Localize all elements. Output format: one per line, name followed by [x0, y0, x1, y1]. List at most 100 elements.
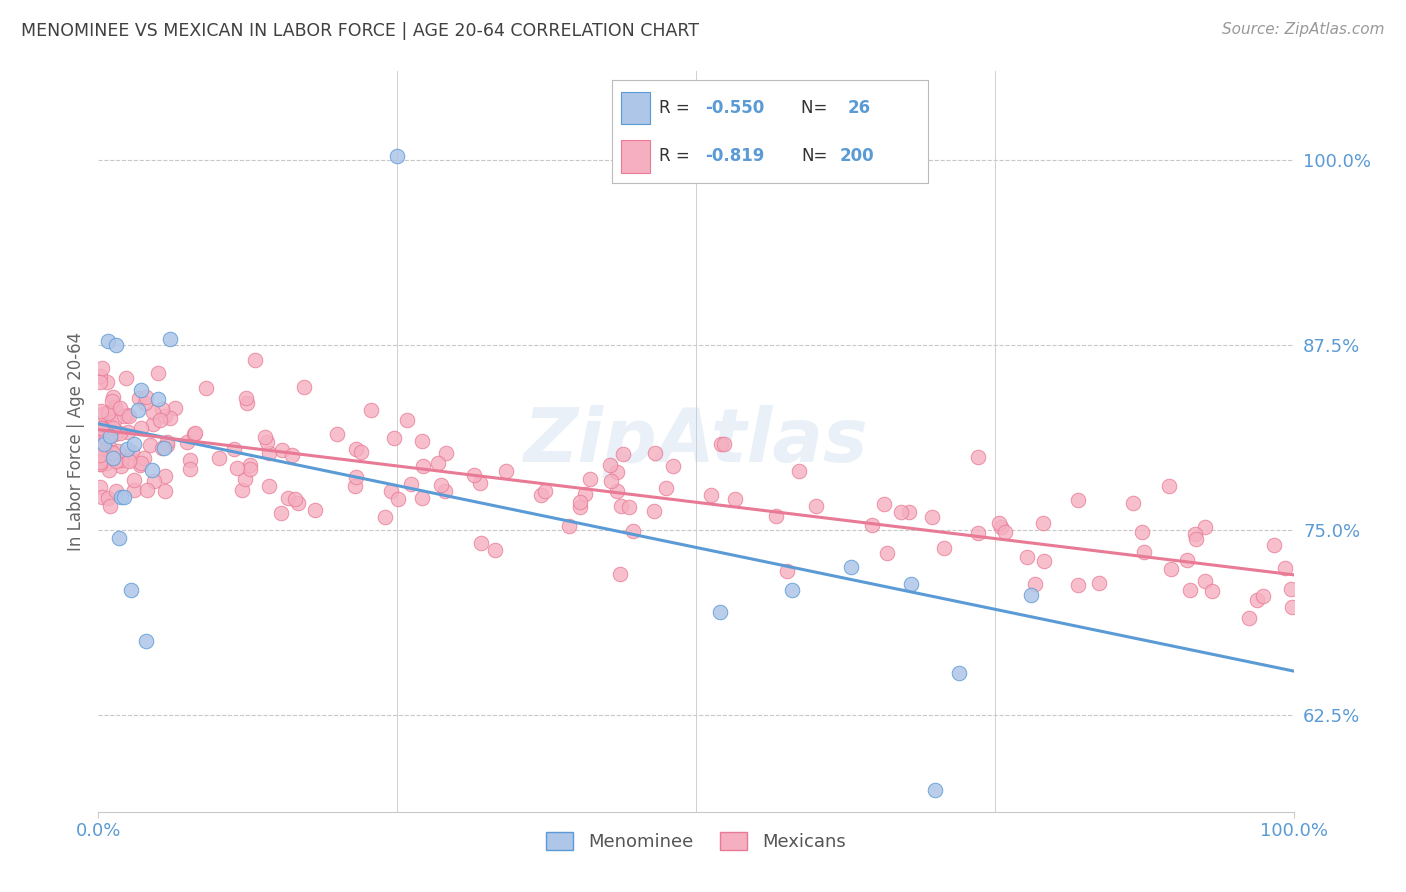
Point: [360, 402, 382, 417]
Point: [93, 432, 115, 446]
Point: [256, 434, 278, 449]
Point: [568, 494, 591, 508]
Point: [104, 401, 127, 416]
Point: [344, 478, 367, 492]
Point: [105, 338, 128, 352]
Point: [606, 465, 628, 479]
Point: [131, 383, 153, 397]
Legend: Menominee, Mexicans: Menominee, Mexicans: [538, 824, 853, 858]
Point: [110, 490, 132, 504]
Point: [90, 429, 112, 443]
Point: [775, 564, 797, 578]
Point: [101, 421, 124, 435]
Point: [1178, 583, 1201, 598]
Point: [101, 450, 124, 465]
Point: [876, 546, 898, 560]
Point: [124, 436, 146, 450]
Text: N=: N=: [801, 147, 828, 165]
Point: [104, 426, 127, 441]
Point: [557, 519, 579, 533]
Point: [495, 464, 517, 478]
Point: [146, 366, 169, 380]
Point: [346, 470, 368, 484]
Point: [97, 491, 120, 506]
Point: [117, 425, 139, 439]
Point: [108, 425, 131, 440]
Point: [183, 427, 205, 442]
Point: [105, 483, 128, 498]
Point: [127, 402, 149, 417]
Text: N=: N=: [801, 99, 832, 117]
Point: [243, 353, 266, 368]
Point: [101, 390, 124, 404]
Point: [387, 491, 409, 506]
Point: [1019, 588, 1042, 602]
Point: [179, 452, 201, 467]
Point: [374, 509, 396, 524]
Text: -0.550: -0.550: [704, 99, 765, 117]
Text: ZipAtlas: ZipAtlas: [523, 405, 869, 478]
Point: [103, 415, 125, 429]
Point: [412, 459, 434, 474]
Point: [643, 503, 665, 517]
Point: [148, 392, 170, 406]
Text: R =: R =: [659, 147, 695, 165]
Point: [284, 492, 307, 507]
Point: [89, 375, 111, 389]
Point: [233, 472, 256, 486]
Point: [128, 391, 150, 405]
Point: [142, 405, 165, 419]
Point: [97, 412, 120, 426]
Point: [112, 490, 135, 504]
Point: [253, 430, 276, 444]
Point: [110, 452, 132, 467]
Point: [155, 469, 177, 483]
Point: [118, 409, 141, 423]
Text: R =: R =: [659, 99, 695, 117]
Point: [292, 380, 315, 394]
Point: [122, 473, 145, 487]
Point: [120, 582, 142, 597]
Point: [900, 577, 922, 591]
Point: [787, 464, 810, 478]
Point: [226, 460, 249, 475]
Point: [1263, 538, 1285, 552]
Point: [967, 525, 990, 540]
Point: [239, 462, 262, 476]
Point: [150, 441, 173, 455]
Point: [1194, 574, 1216, 588]
Point: [124, 483, 146, 497]
Point: [700, 488, 723, 502]
Point: [115, 442, 138, 456]
Point: [710, 437, 733, 451]
Point: [713, 437, 735, 451]
Point: [326, 426, 349, 441]
Point: [1015, 550, 1038, 565]
Point: [599, 458, 621, 472]
Point: [90, 360, 112, 375]
Point: [411, 434, 433, 448]
Point: [804, 499, 827, 513]
Point: [385, 149, 409, 163]
Point: [117, 454, 139, 468]
Point: [94, 456, 117, 470]
Point: [142, 417, 165, 431]
Point: [1067, 492, 1090, 507]
Point: [644, 446, 666, 460]
Point: [97, 405, 120, 419]
Point: [89, 432, 111, 446]
Point: [104, 400, 127, 414]
Point: [934, 541, 956, 555]
Point: [91, 420, 114, 434]
Point: [287, 496, 309, 510]
Point: [574, 487, 596, 501]
Point: [994, 525, 1017, 540]
Point: [257, 445, 280, 459]
Point: [1031, 516, 1053, 530]
Point: [89, 480, 111, 494]
Point: [89, 448, 111, 462]
Point: [967, 450, 990, 464]
Point: [569, 500, 592, 514]
Point: [724, 491, 747, 506]
Point: [617, 500, 640, 515]
